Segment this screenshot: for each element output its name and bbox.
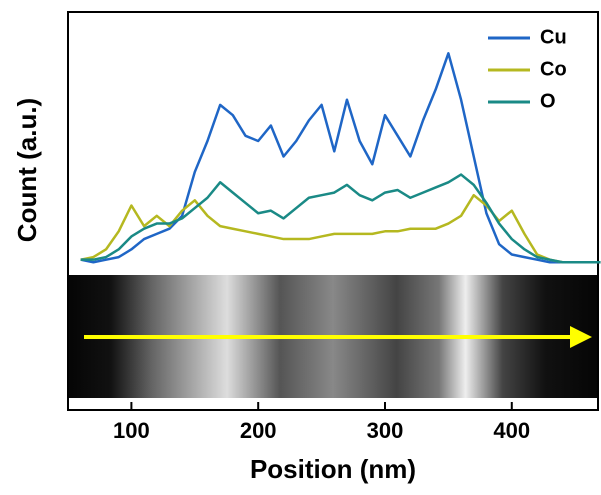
series-line xyxy=(80,173,601,264)
x-axis-title: Position (nm) xyxy=(250,454,416,484)
series-line xyxy=(80,193,601,264)
legend-label: Co xyxy=(540,58,567,80)
arrow-head xyxy=(570,326,592,348)
x-tick-label: 300 xyxy=(367,418,404,443)
x-tick-label: 200 xyxy=(240,418,277,443)
y-axis-title: Count (a.u.) xyxy=(12,98,42,242)
x-tick-label: 400 xyxy=(493,418,530,443)
legend-label: Cu xyxy=(540,26,567,48)
plot-frame xyxy=(67,11,599,411)
x-tick-label: 100 xyxy=(113,418,150,443)
legend-label: O xyxy=(540,90,556,112)
series-line xyxy=(80,52,601,264)
